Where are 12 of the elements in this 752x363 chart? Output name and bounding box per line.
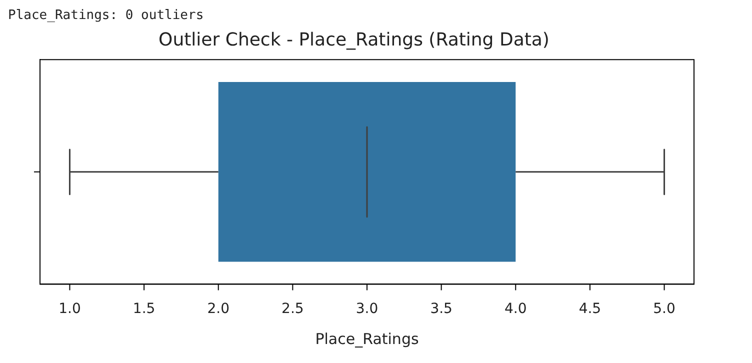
x-axis-title: Place_Ratings: [315, 330, 419, 348]
x-tick-label: 4.0: [504, 301, 527, 318]
x-tick-label: 1.5: [132, 301, 156, 318]
x-tick-label: 3.0: [356, 301, 378, 318]
text: Place_Ratings: 0 outliers: [8, 8, 205, 25]
x-tick-label: 5.0: [653, 301, 676, 318]
x-tick-label: 2.0: [207, 301, 230, 318]
x-tick-label: 2.5: [282, 301, 304, 318]
chart-title: Outlier Check - Place_Ratings (Rating Data): [158, 29, 550, 50]
x-tick-label: 3.5: [430, 301, 452, 318]
x-tick-label: 4.5: [578, 301, 602, 318]
x-tick-label: 1.0: [58, 301, 81, 318]
